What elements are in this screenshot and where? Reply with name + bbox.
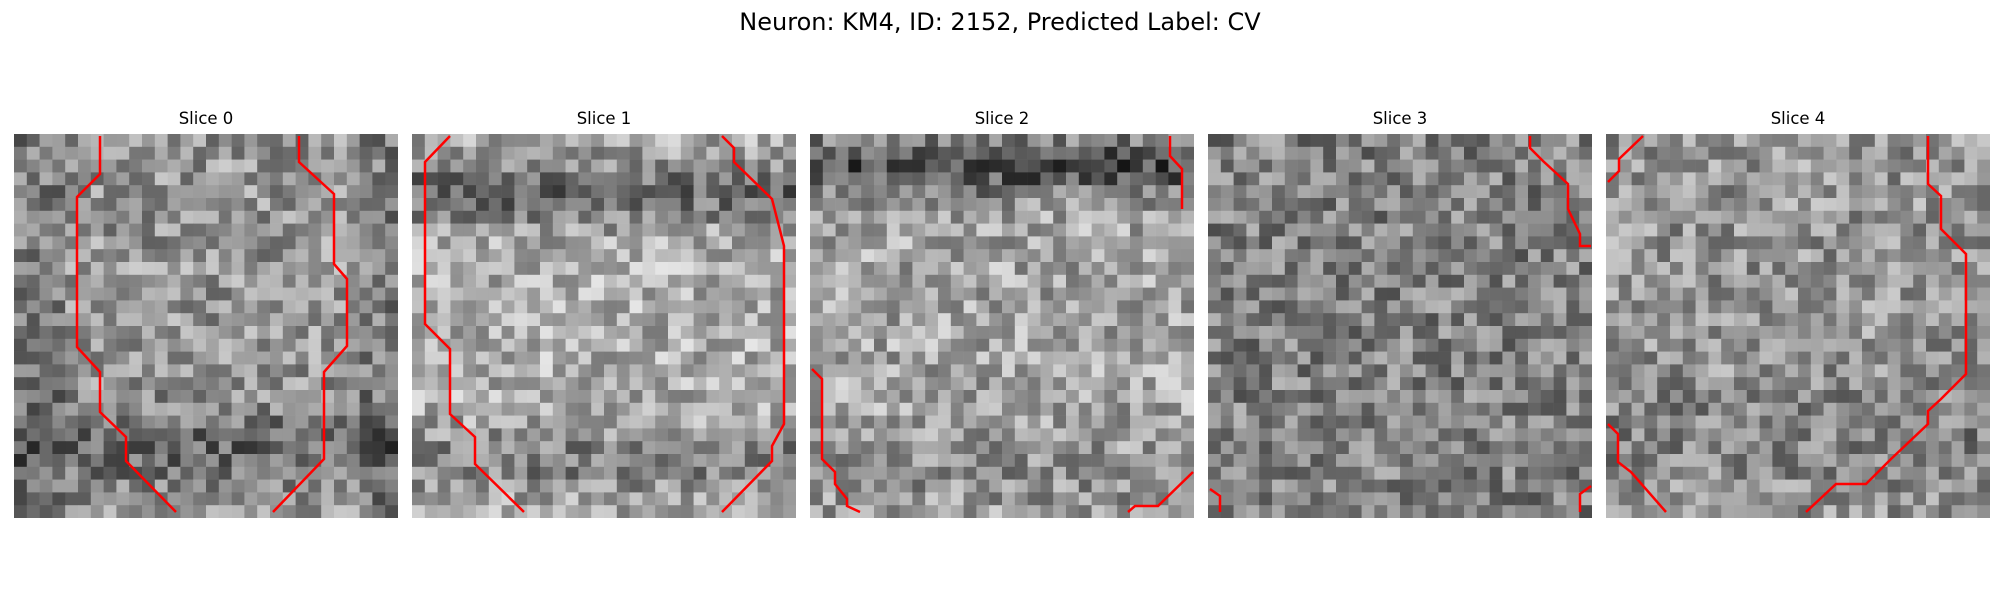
slice-image [412,134,796,518]
contour-line [1127,471,1194,513]
contour-line [75,136,177,513]
contour-line [1607,423,1667,513]
contour-line [272,136,349,513]
contour-line [721,135,786,513]
contour-overlay [75,136,349,513]
slice-title: Slice 1 [576,109,632,128]
slice-panel-4: Slice 4 [1606,108,1990,518]
contour-line [1805,136,1968,513]
slice-panel-3: Slice 3 [1208,108,1592,518]
slice-image [1606,134,1990,518]
contour-overlay [423,135,786,513]
contour-line [1168,136,1184,209]
contour-overlay [811,136,1194,514]
figure-title: Neuron: KM4, ID: 2152, Predicted Label: … [739,8,1261,36]
contour-line [423,135,525,513]
slice-panel-0: Slice 0 [14,108,398,518]
slice-panel-1: Slice 1 [412,108,796,518]
contour-line [811,368,861,514]
contour-overlay [1607,135,1968,513]
slice-title: Slice 3 [1372,109,1428,128]
slice-title: Slice 4 [1770,109,1826,128]
slice-image [1208,134,1592,518]
contour-line [1607,135,1644,183]
contour-line [1209,487,1222,512]
slice-panel-2: Slice 2 [810,108,1194,518]
slice-title: Slice 0 [178,109,234,128]
contour-line [1578,484,1592,512]
slice-image [14,134,398,518]
slice-image [810,134,1194,518]
slice-title: Slice 2 [974,109,1030,128]
contour-overlay [1209,136,1592,512]
contour-line [1528,136,1591,248]
